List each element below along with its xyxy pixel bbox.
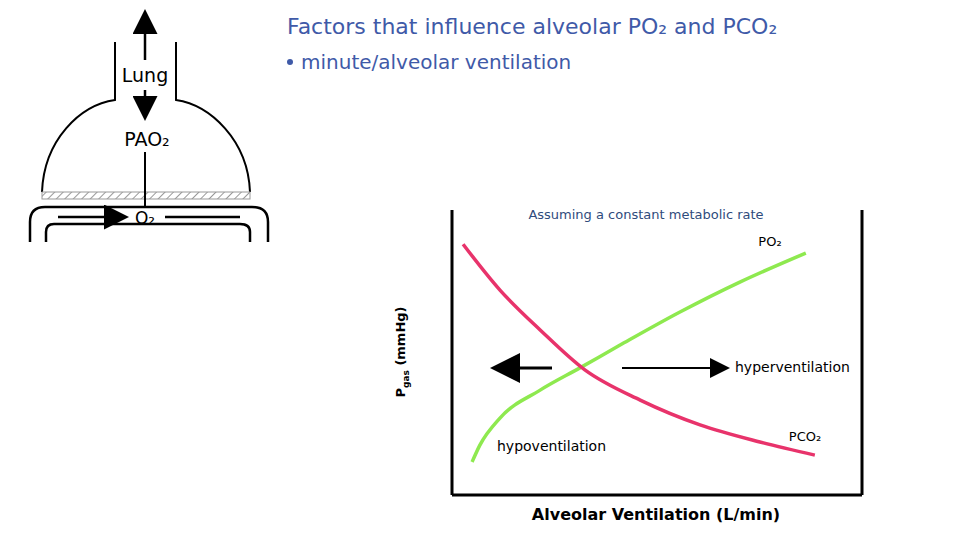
svg-text:Pgas (mmHg): Pgas (mmHg) <box>393 306 411 397</box>
svg-text:PO₂: PO₂ <box>758 234 781 249</box>
svg-text:hypoventilation: hypoventilation <box>497 438 606 454</box>
svg-text:PAO₂: PAO₂ <box>124 128 169 150</box>
svg-text:PCO₂: PCO₂ <box>789 429 821 444</box>
svg-text:Lung: Lung <box>122 64 168 86</box>
svg-text:O₂: O₂ <box>135 208 155 228</box>
svg-text:Assuming a constant metabolic: Assuming a constant metabolic rate <box>528 207 763 222</box>
svg-text:hyperventilation: hyperventilation <box>735 359 850 375</box>
html-text:Factors that influence alveola: Factors that influence alveolar PO₂ and … <box>287 14 778 39</box>
html-text:minute/alveolar ventilation: minute/alveolar ventilation <box>301 50 572 74</box>
svg-text:Alveolar Ventilation (L/min): Alveolar Ventilation (L/min) <box>532 505 780 524</box>
